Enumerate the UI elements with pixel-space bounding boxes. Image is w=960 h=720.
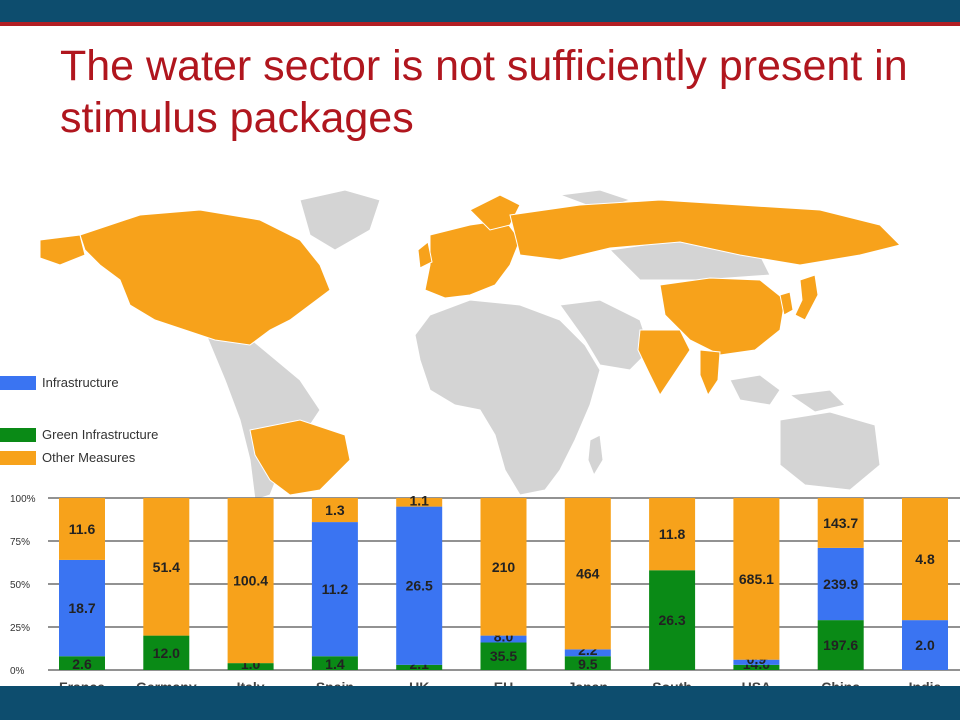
- bar-segment: [311, 656, 358, 670]
- bar-segment: [733, 664, 780, 670]
- bar-segment: [311, 522, 358, 657]
- world-map: [39, 189, 901, 500]
- x-category-label: India: [909, 679, 942, 686]
- bar-value-label: 239.9: [823, 576, 858, 592]
- x-category-label: France: [59, 679, 105, 686]
- bar-value-label: 464: [576, 566, 600, 582]
- bar-value-label: 11.6: [69, 521, 96, 537]
- bar-segment: [480, 498, 527, 636]
- map-base-land: [199, 189, 881, 500]
- header-bar: [0, 0, 960, 22]
- bar-value-label: 1.4: [325, 656, 345, 672]
- bar-segment: [396, 506, 443, 665]
- header-accent-line: [0, 22, 960, 26]
- bar-segment: [480, 635, 527, 643]
- bar-value-label: 685.1: [739, 571, 774, 587]
- bar-value-label: 9.5: [578, 656, 598, 672]
- y-tick-label: 100%: [10, 494, 36, 505]
- bar-segment: [59, 498, 105, 560]
- bar-value-label: 1.1: [409, 493, 429, 509]
- bar-value-label: 143.7: [823, 515, 858, 531]
- bar-segment: [564, 649, 611, 657]
- bar-segment: [564, 656, 611, 670]
- x-category-label: China: [821, 679, 860, 686]
- bar-segment: [733, 498, 780, 660]
- footer-bar: [0, 686, 960, 720]
- x-category-label: Italy: [237, 679, 265, 686]
- bar-segment: [564, 498, 611, 650]
- legend-label: Other Measures: [42, 450, 136, 465]
- bar-segment: [227, 663, 274, 670]
- bar-value-label: 26.5: [406, 578, 433, 594]
- y-tick-label: 25%: [10, 623, 30, 634]
- legend-label: Green Infrastructure: [42, 427, 159, 442]
- stacked-bar-chart: 0% 25% 50% 75% 100% 2.6 18.7 11.6 France 12.0 51.4…: [10, 493, 960, 686]
- bar-segment: [733, 659, 780, 665]
- bar-value-label: 4.8: [915, 551, 935, 567]
- bar-value-label: 35.5: [490, 648, 517, 664]
- bar-segment: [59, 559, 105, 657]
- x-category-label: Germany: [136, 679, 197, 686]
- legend-label: Infrastructure: [42, 375, 119, 390]
- x-category-label: UK: [409, 679, 429, 686]
- bar-value-label: 2.6: [72, 656, 92, 672]
- bar-segment: [311, 498, 358, 523]
- x-category-label: Japan: [568, 679, 608, 686]
- x-category-label: USA: [742, 679, 772, 686]
- bar-segment: [396, 498, 443, 507]
- bar-segment: [143, 498, 190, 636]
- bar-value-label: 11.2: [322, 581, 349, 597]
- bar-segment: [649, 570, 696, 670]
- bar-segment: [227, 498, 274, 664]
- bar-segment: [143, 635, 190, 670]
- bar-segment: [480, 642, 527, 670]
- x-category-label: Spain: [316, 679, 354, 686]
- legend-swatch: [0, 428, 36, 442]
- bar-value-label: 51.4: [153, 559, 180, 575]
- x-category-label: South: [652, 679, 692, 686]
- bar-segment: [817, 498, 864, 548]
- bar-value-label: 18.7: [68, 600, 95, 616]
- y-tick-label: 75%: [10, 537, 30, 548]
- bar-segment: [902, 620, 948, 670]
- bar-value-label: 11.8: [659, 526, 686, 542]
- bar-value-label: 100.4: [233, 573, 268, 589]
- slide-title: The water sector is not sufficiently pre…: [60, 42, 908, 142]
- bar-value-label: 12.0: [153, 645, 180, 661]
- bar-segment: [396, 664, 443, 670]
- bar-value-label: 2.0: [915, 637, 935, 653]
- bar-segment: [59, 656, 105, 670]
- bar-value-label: 1.3: [325, 502, 345, 518]
- bar-value-label: 26.3: [658, 612, 685, 628]
- bar-segment: [817, 547, 864, 621]
- bar-segment: [817, 620, 864, 670]
- map-highlighted-countries: [39, 194, 901, 496]
- bar-value-label: 210: [492, 559, 516, 575]
- legend-swatch: [0, 376, 36, 390]
- y-tick-label: 50%: [10, 580, 30, 591]
- bar-value-label: 197.6: [823, 637, 858, 653]
- bar-segment: [649, 498, 696, 571]
- x-category-label: EU: [494, 679, 513, 686]
- y-tick-label: 0%: [10, 666, 25, 677]
- bar-segment: [902, 498, 948, 621]
- legend-swatch: [0, 451, 36, 465]
